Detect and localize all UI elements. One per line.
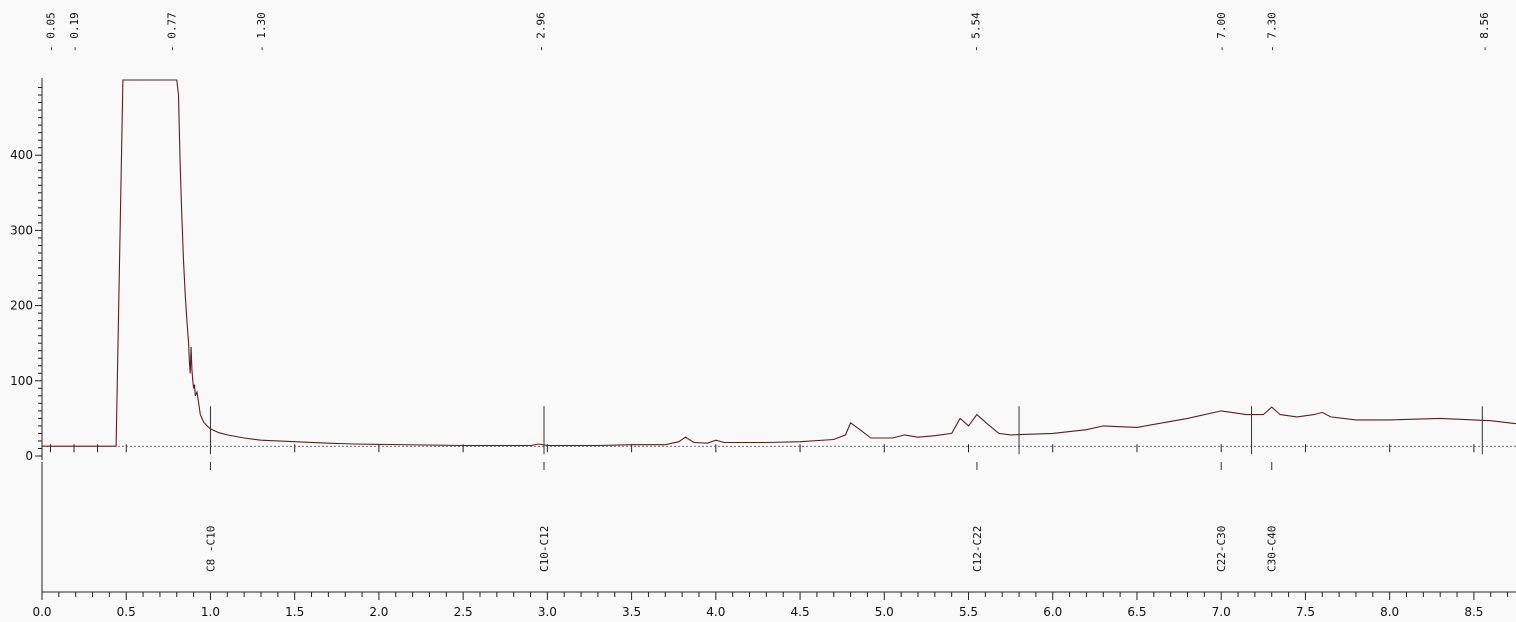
retention-time-label: - 1.30 — [255, 12, 268, 52]
x-tick-label: 4.5 — [791, 605, 810, 619]
y-tick-label: 100 — [10, 374, 33, 388]
trace-line — [42, 79, 1516, 447]
x-tick-label: 7.0 — [1212, 605, 1231, 619]
x-tick-label: 0.0 — [32, 605, 51, 619]
trace-group — [42, 79, 1516, 447]
y-tick-label: 300 — [10, 223, 33, 237]
x-tick-label: 3.5 — [622, 605, 641, 619]
y-tick-label: 0 — [25, 449, 33, 463]
range-label: C10-C12 — [538, 526, 551, 572]
range-label: C8 -C10 — [204, 526, 217, 572]
y-tick-label: 400 — [10, 148, 33, 162]
x-tick-label: 8.5 — [1464, 605, 1483, 619]
x-tick-label: 2.5 — [454, 605, 473, 619]
integration-marks — [209, 406, 1483, 455]
retention-time-label: - 0.77 — [166, 12, 179, 52]
retention-time-labels: - 0.05 - 0.19 - 0.77 - 1.30 - 2.96 - 5.54 - 7.… — [44, 12, 1491, 52]
x-tick-label: 7.5 — [1296, 605, 1315, 619]
range-label: C12-C22 — [971, 526, 984, 572]
retention-time-label: - 5.54 — [969, 12, 982, 52]
tick-labels: 0 100 200 300 400 0.0 0.5 1.0 1.5 2.0 2.5 3.0 3.5 4.0… — [10, 148, 1483, 619]
x-tick-label: 1.0 — [201, 605, 220, 619]
x-tick-label: 6.0 — [1043, 605, 1062, 619]
x-tick-label: 4.0 — [706, 605, 725, 619]
retention-time-label: - 7.30 — [1266, 12, 1279, 52]
x-tick-label: 5.5 — [959, 605, 978, 619]
range-label: C30-C40 — [1266, 526, 1279, 572]
x-tick-label: 6.5 — [1127, 605, 1146, 619]
x-tick-label: 3.0 — [538, 605, 557, 619]
retention-time-label: - 0.05 — [44, 12, 57, 52]
retention-time-label: - 2.96 — [535, 12, 548, 52]
x-tick-label: 8.0 — [1380, 605, 1399, 619]
tick-marks — [35, 87, 1509, 600]
x-tick-label: 1.5 — [285, 605, 304, 619]
x-tick-label: 0.5 — [117, 605, 136, 619]
range-label: C22-C30 — [1215, 526, 1228, 572]
retention-time-label: - 8.56 — [1478, 12, 1491, 52]
retention-time-label: - 7.00 — [1215, 12, 1228, 52]
x-tick-label: 2.0 — [369, 605, 388, 619]
axes — [41, 78, 1516, 593]
range-labels: C8 -C10 C10-C12 C12-C22 C22-C30 C30-C40 — [204, 462, 1279, 572]
y-tick-label: 200 — [10, 299, 33, 313]
retention-time-label: - 0.19 — [68, 12, 81, 52]
x-tick-label: 5.0 — [875, 605, 894, 619]
